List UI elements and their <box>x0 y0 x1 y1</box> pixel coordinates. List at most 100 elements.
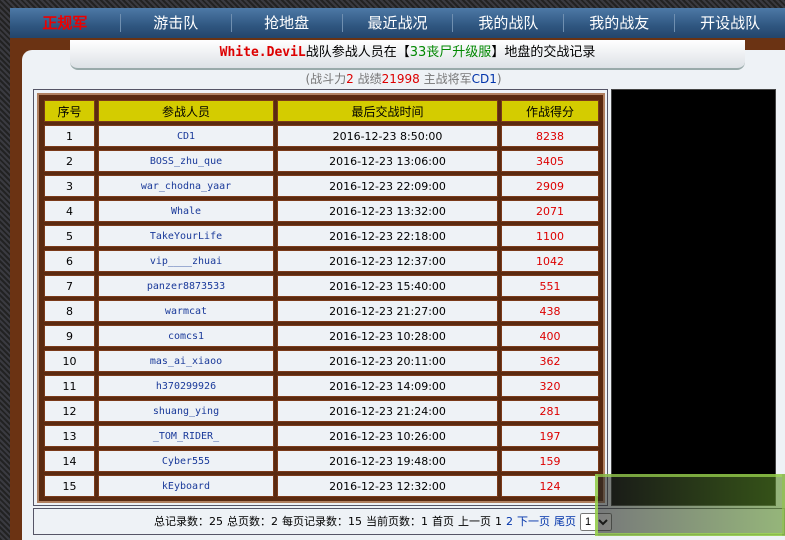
score: 1042 <box>501 250 599 272</box>
battle-time: 2016-12-23 19:48:00 <box>277 450 498 472</box>
total-pages: 总页数：2 <box>227 515 278 528</box>
side-panel <box>611 89 776 506</box>
row-index: 2 <box>44 150 95 172</box>
row-index: 15 <box>44 475 95 497</box>
battle-time: 2016-12-23 13:32:00 <box>277 200 498 222</box>
stat-label: 战绩 <box>353 72 382 86</box>
table-row: 2 BOSS_zhu_que 2016-12-23 13:06:00 3405 <box>44 150 599 172</box>
score: 8238 <box>501 125 599 147</box>
score: 124 <box>501 475 599 497</box>
row-index: 4 <box>44 200 95 222</box>
general-value: CD1 <box>471 72 497 86</box>
stat-label: (战斗力 <box>305 72 347 86</box>
score: 400 <box>501 325 599 347</box>
battle-time: 2016-12-23 22:18:00 <box>277 225 498 247</box>
row-index: 9 <box>44 325 95 347</box>
member-name[interactable]: comcs1 <box>98 325 274 347</box>
member-name[interactable]: mas_ai_xiaoo <box>98 350 274 372</box>
member-name[interactable]: BOSS_zhu_que <box>98 150 274 172</box>
score: 438 <box>501 300 599 322</box>
row-index: 10 <box>44 350 95 372</box>
member-name[interactable]: Whale <box>98 200 274 222</box>
title-text: 战队参战人员在【 <box>305 45 410 60</box>
row-index: 13 <box>44 425 95 447</box>
table-row: 1 CD1 2016-12-23 8:50:00 8238 <box>44 125 599 147</box>
member-name[interactable]: _TOM_RIDER_ <box>98 425 274 447</box>
nav-create-team[interactable]: 开设战队 <box>700 14 761 32</box>
table-row: 12 shuang_ying 2016-12-23 21:24:00 281 <box>44 400 599 422</box>
member-name[interactable]: shuang_ying <box>98 400 274 422</box>
row-index: 12 <box>44 400 95 422</box>
member-name[interactable]: kEyboard <box>98 475 274 497</box>
header-index: 序号 <box>44 100 95 122</box>
score: 2071 <box>501 200 599 222</box>
nav-my-friends[interactable]: 我的战友 <box>564 14 676 32</box>
table-row: 5 TakeYourLife 2016-12-23 22:18:00 1100 <box>44 225 599 247</box>
table-row: 8 warmcat 2016-12-23 21:27:00 438 <box>44 300 599 322</box>
table-row: 15 kEyboard 2016-12-23 12:32:00 124 <box>44 475 599 497</box>
member-name[interactable]: h370299926 <box>98 375 274 397</box>
row-index: 11 <box>44 375 95 397</box>
nav-guerrilla[interactable]: 游击队 <box>121 14 232 32</box>
next-page-link[interactable]: 下一页 <box>517 515 550 528</box>
header-time: 最后交战时间 <box>277 100 498 122</box>
nav-my-team[interactable]: 我的战队 <box>453 14 565 32</box>
table-row: 3 war_chodna_yaar 2016-12-23 22:09:00 2909 <box>44 175 599 197</box>
score: 362 <box>501 350 599 372</box>
table-row: 13 _TOM_RIDER_ 2016-12-23 10:26:00 197 <box>44 425 599 447</box>
current-page: 当前页数：1 <box>366 515 428 528</box>
battle-time: 2016-12-23 21:27:00 <box>277 300 498 322</box>
watermark-logo <box>595 474 785 536</box>
battle-time: 2016-12-23 20:11:00 <box>277 350 498 372</box>
stat-label: ) <box>496 72 502 86</box>
battle-time: 2016-12-23 8:50:00 <box>277 125 498 147</box>
member-name[interactable]: panzer8873533 <box>98 275 274 297</box>
row-index: 14 <box>44 450 95 472</box>
record-value: 21998 <box>381 72 420 86</box>
team-name: White.DeviL <box>219 45 306 60</box>
member-name[interactable]: Cyber555 <box>98 450 274 472</box>
battle-time: 2016-12-23 22:09:00 <box>277 175 498 197</box>
table-row: 4 Whale 2016-12-23 13:32:00 2071 <box>44 200 599 222</box>
first-page: 首页 <box>432 515 454 528</box>
row-index: 3 <box>44 175 95 197</box>
last-page-link[interactable]: 尾页 <box>554 515 576 528</box>
per-page: 每页记录数：15 <box>282 515 362 528</box>
power-value: 2 <box>346 72 354 86</box>
row-index: 8 <box>44 300 95 322</box>
member-name[interactable]: vip____zhuai <box>98 250 274 272</box>
row-index: 1 <box>44 125 95 147</box>
score: 197 <box>501 425 599 447</box>
member-name[interactable]: warmcat <box>98 300 274 322</box>
stat-label: 主战将军 <box>419 72 472 86</box>
nav-regular-army[interactable]: 正规军 <box>10 14 121 32</box>
header-score: 作战得分 <box>501 100 599 122</box>
title-text-end: 】地盘的交战记录 <box>491 45 596 60</box>
table-row: 6 vip____zhuai 2016-12-23 12:37:00 1042 <box>44 250 599 272</box>
battle-time: 2016-12-23 10:28:00 <box>277 325 498 347</box>
battle-time: 2016-12-23 13:06:00 <box>277 150 498 172</box>
score: 3405 <box>501 150 599 172</box>
page-2-link[interactable]: 2 <box>506 515 513 528</box>
battle-time: 2016-12-23 10:26:00 <box>277 425 498 447</box>
page-1: 1 <box>495 515 502 528</box>
nav-recent-battles[interactable]: 最近战况 <box>343 14 454 32</box>
table-row: 11 h370299926 2016-12-23 14:09:00 320 <box>44 375 599 397</box>
table-row: 7 panzer8873533 2016-12-23 15:40:00 551 <box>44 275 599 297</box>
total-records: 总记录数：25 <box>154 515 223 528</box>
table-row: 14 Cyber555 2016-12-23 19:48:00 159 <box>44 450 599 472</box>
table-row: 10 mas_ai_xiaoo 2016-12-23 20:11:00 362 <box>44 350 599 372</box>
member-name[interactable]: CD1 <box>98 125 274 147</box>
member-name[interactable]: war_chodna_yaar <box>98 175 274 197</box>
table-row: 9 comcs1 2016-12-23 10:28:00 400 <box>44 325 599 347</box>
nav-grab-territory[interactable]: 抢地盘 <box>232 14 343 32</box>
battle-time: 2016-12-23 15:40:00 <box>277 275 498 297</box>
score: 2909 <box>501 175 599 197</box>
member-name[interactable]: TakeYourLife <box>98 225 274 247</box>
server-name: 33丧尸升级服 <box>409 45 492 60</box>
score: 1100 <box>501 225 599 247</box>
battle-table: 序号 参战人员 最后交战时间 作战得分 1 CD1 2016-12-23 8:50:… <box>41 97 602 500</box>
score: 320 <box>501 375 599 397</box>
team-stats: (战斗力2 战绩21998 主战将军CD1) <box>22 70 785 87</box>
page-title: White.DeviL战队参战人员在【33丧尸升级服】地盘的交战记录 <box>70 40 745 70</box>
